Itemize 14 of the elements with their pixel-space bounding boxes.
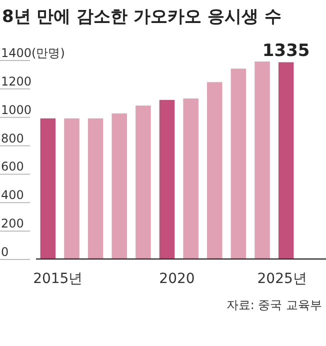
chart-title: 8년 만에 감소한 가오카오 응시생 수: [2, 7, 282, 27]
y-tick-label: 200: [1, 216, 24, 231]
x-tick-label: 2020: [159, 271, 195, 287]
y-tick-label: 0: [1, 245, 9, 259]
y-tick-label: 600: [1, 160, 24, 174]
y-tick-label: 1200: [1, 74, 32, 88]
y-tick-label: 1000: [1, 102, 32, 117]
data-label: 1335: [262, 41, 310, 62]
text: 자료: 중국 교육부: [226, 298, 322, 312]
y-tick-label: 1400(만명): [1, 46, 65, 60]
x-tick-label: 2025년: [257, 271, 307, 287]
y-tick-label: 800: [1, 131, 24, 146]
y-tick-label: 400: [1, 188, 24, 202]
x-tick-label: 2015년: [33, 271, 83, 287]
